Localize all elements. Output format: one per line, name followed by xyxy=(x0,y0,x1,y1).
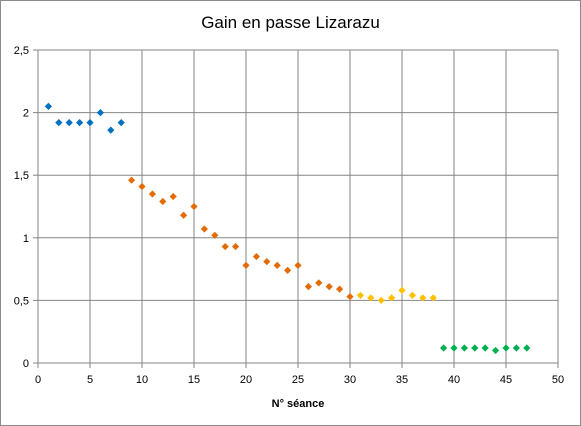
data-point xyxy=(419,294,427,302)
x-tick-label: 50 xyxy=(552,374,564,386)
y-tick-label: 2,5 xyxy=(14,45,29,57)
data-point xyxy=(336,285,344,293)
data-point xyxy=(408,291,416,299)
x-tick-label: 0 xyxy=(35,374,41,386)
data-point xyxy=(450,344,458,352)
data-point xyxy=(471,344,479,352)
x-tick-label: 45 xyxy=(500,374,512,386)
data-point xyxy=(180,211,188,219)
y-tick-label: 1,5 xyxy=(14,170,29,182)
chart-title: Gain en passe Lizarazu xyxy=(201,13,380,32)
data-point xyxy=(128,176,136,184)
x-tick-label: 30 xyxy=(344,374,356,386)
y-tick-label: 0 xyxy=(23,358,29,370)
data-point xyxy=(460,344,468,352)
data-point xyxy=(440,344,448,352)
data-point xyxy=(367,294,375,302)
data-point xyxy=(138,182,146,191)
data-point xyxy=(221,242,229,251)
data-point xyxy=(377,296,385,304)
data-point xyxy=(502,344,510,352)
data-point xyxy=(55,119,63,127)
x-tick-label: 5 xyxy=(87,374,93,386)
y-tick-label: 1 xyxy=(23,233,29,245)
data-point xyxy=(242,261,250,269)
data-point xyxy=(159,197,167,206)
y-tick-label: 0,5 xyxy=(14,295,29,307)
data-point xyxy=(107,126,115,134)
y-tick-label: 2 xyxy=(23,108,29,120)
data-point xyxy=(356,291,364,299)
data-point xyxy=(512,344,520,352)
x-axis-label: N° séance xyxy=(272,398,325,410)
data-point xyxy=(523,344,531,352)
data-point xyxy=(263,257,271,266)
data-point xyxy=(294,261,302,269)
x-tick-label: 20 xyxy=(240,374,252,386)
data-point xyxy=(200,225,208,233)
data-point xyxy=(148,190,156,198)
data-point xyxy=(44,102,52,110)
data-point xyxy=(346,293,354,301)
x-tick-label: 40 xyxy=(448,374,460,386)
data-point xyxy=(117,119,125,127)
data-point xyxy=(86,119,94,127)
data-point xyxy=(492,346,500,355)
data-point xyxy=(325,283,333,291)
data-point xyxy=(96,109,104,117)
data-point xyxy=(388,294,396,302)
x-tick-label: 35 xyxy=(396,374,408,386)
data-point xyxy=(304,283,312,291)
data-point xyxy=(169,192,177,201)
x-tick-label: 10 xyxy=(136,374,148,386)
data-point xyxy=(429,294,437,302)
data-point xyxy=(398,286,406,294)
x-tick-label: 15 xyxy=(188,374,200,386)
x-tick-label: 25 xyxy=(292,374,304,386)
data-point xyxy=(65,119,73,127)
data-point xyxy=(252,252,260,261)
data-point xyxy=(211,231,219,239)
data-point xyxy=(315,279,323,287)
data-point xyxy=(284,266,292,274)
data-point xyxy=(273,261,281,269)
data-point xyxy=(232,242,240,251)
data-point xyxy=(190,202,198,211)
data-point xyxy=(76,119,84,127)
data-point xyxy=(481,344,489,352)
